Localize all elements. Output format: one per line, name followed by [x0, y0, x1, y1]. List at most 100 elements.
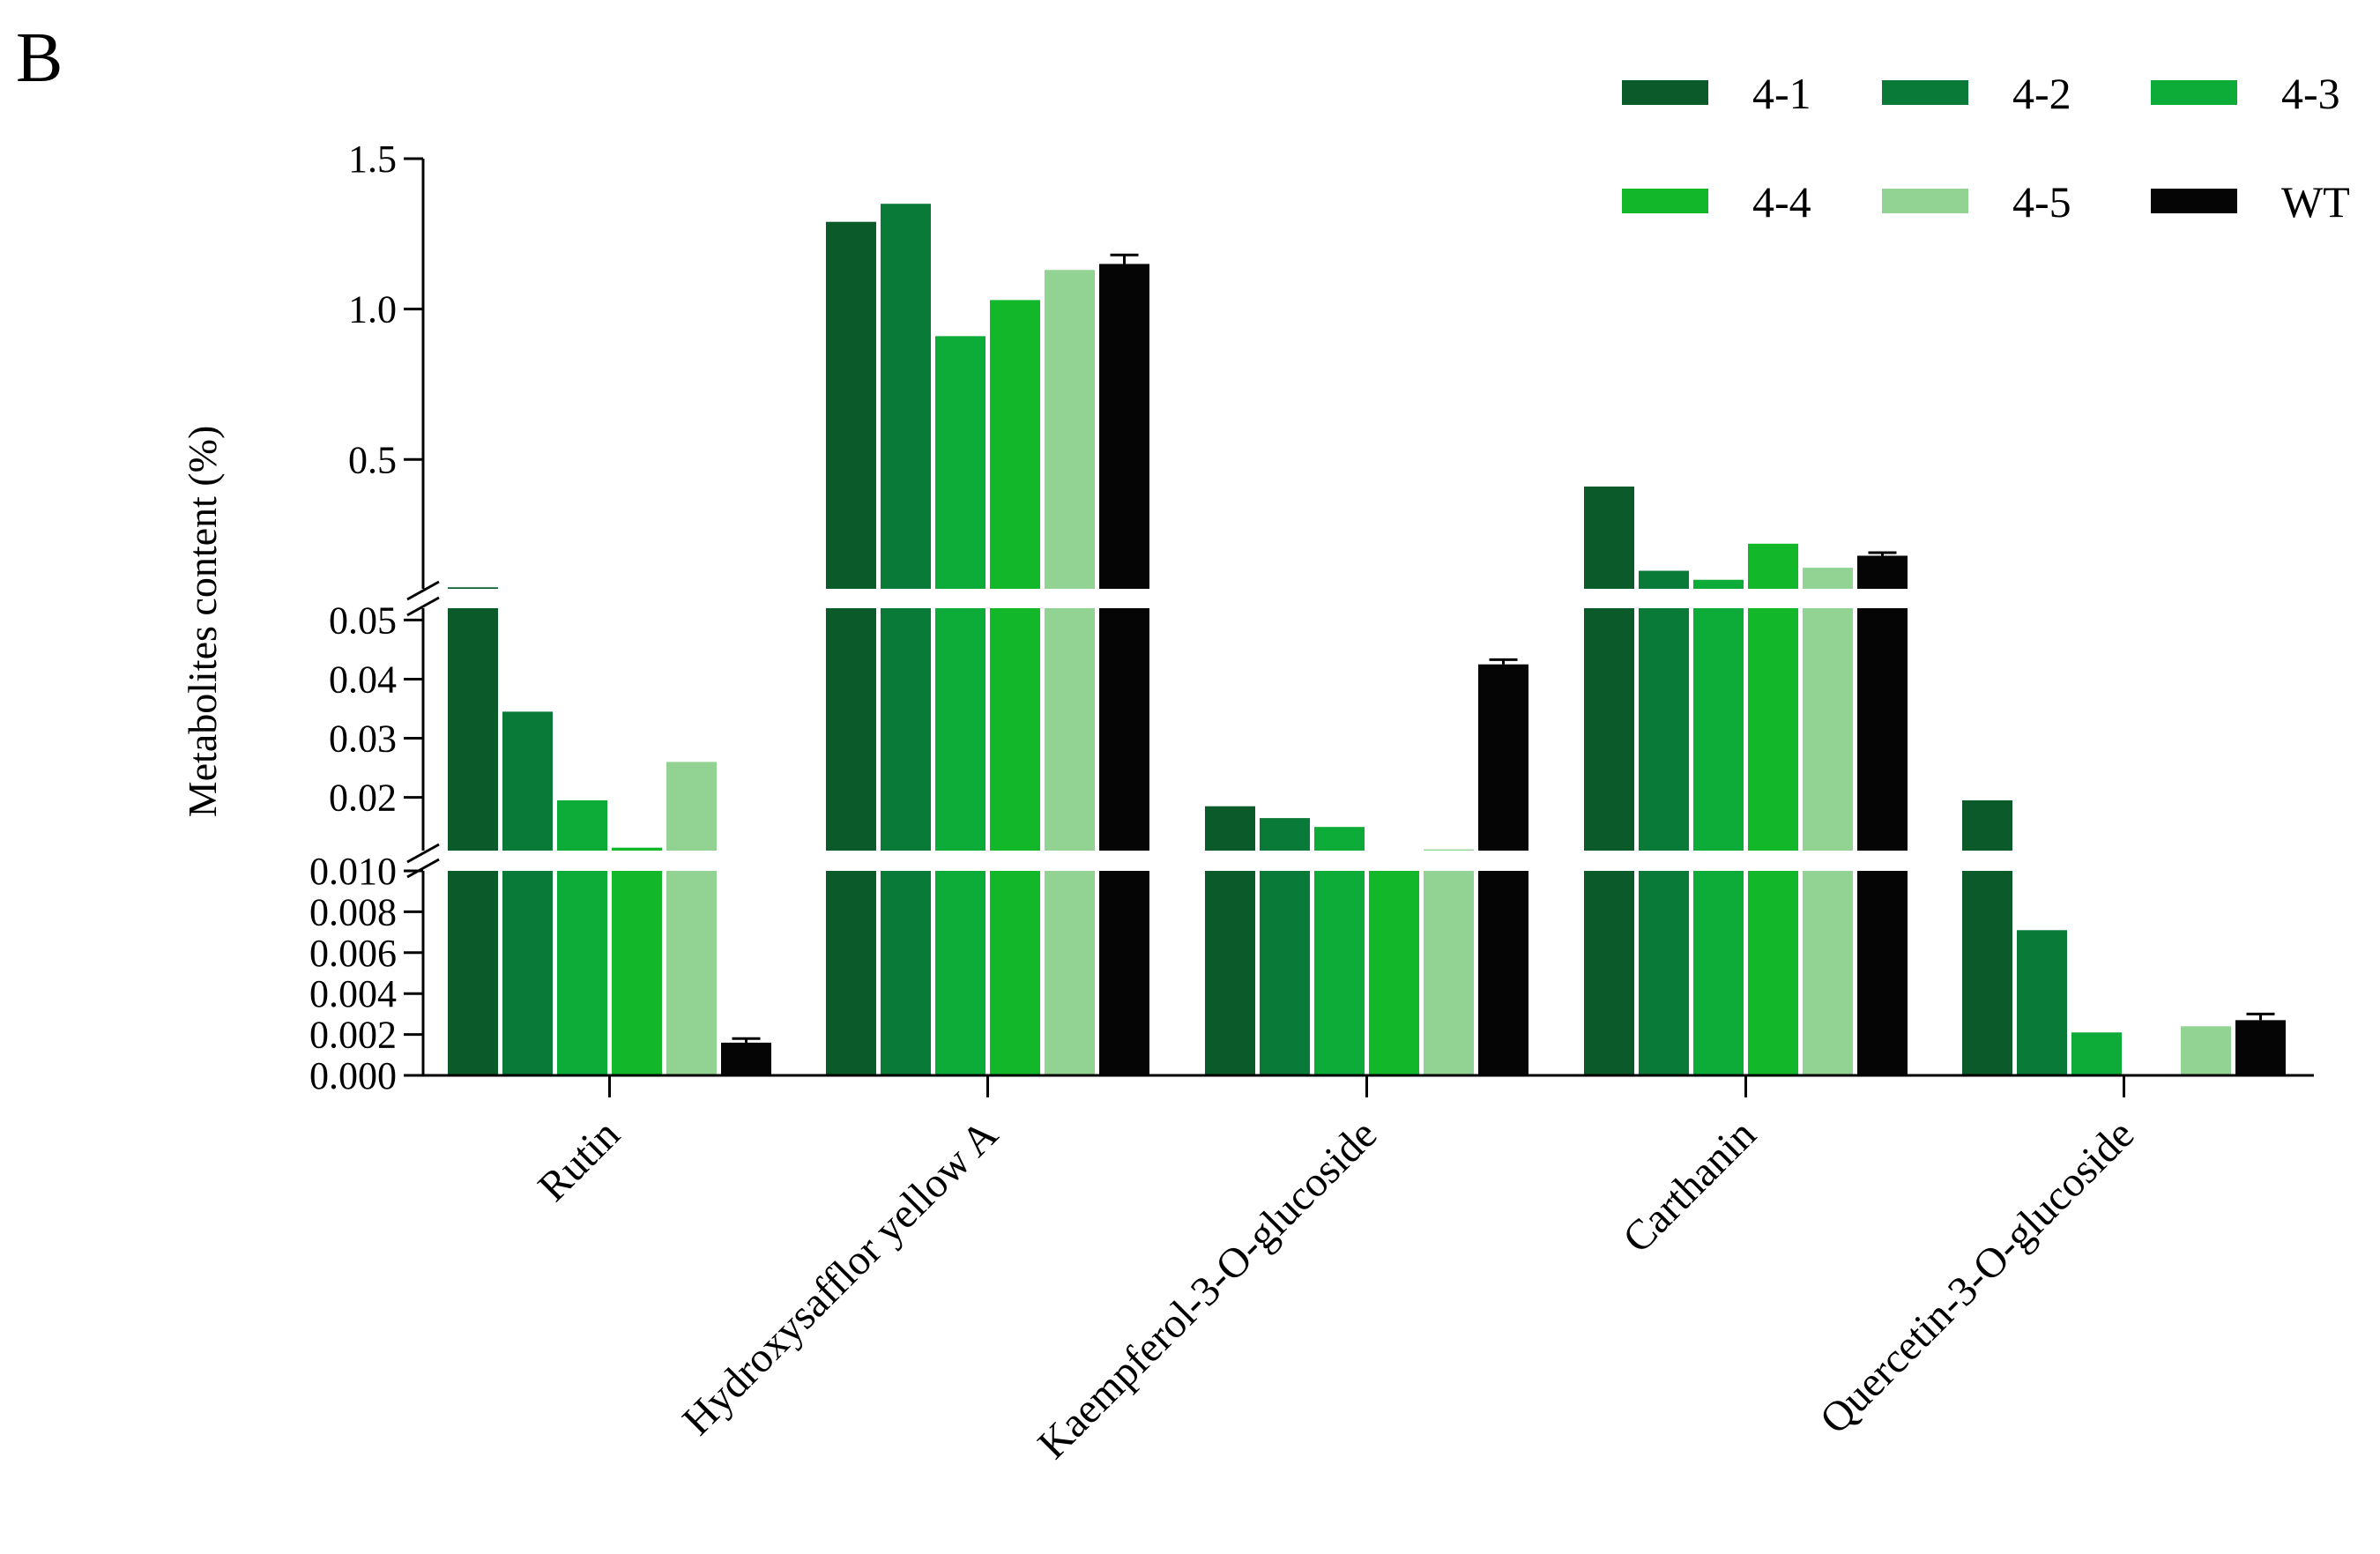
axis-break-mark-0-1 [406, 858, 440, 879]
bar-WT-0-seg0 [721, 1042, 771, 1075]
legend-swatch-WT [2151, 189, 2237, 213]
bar-4-1-1-seg2 [826, 221, 876, 589]
category-label: Carthanin [1614, 1111, 1765, 1261]
bar-4-5-3-seg2 [1803, 568, 1853, 589]
bar-4-1-1-seg0 [826, 871, 876, 1075]
y-tick-label: 0.05 [329, 599, 397, 642]
bar-WT-1-seg0 [1099, 871, 1149, 1075]
legend-label-WT: WT [2281, 177, 2350, 227]
bar-4-3-0-seg0 [557, 871, 607, 1075]
bar-4-2-2-seg1 [1260, 818, 1310, 851]
bar-WT-2-seg0 [1478, 871, 1528, 1075]
bar-4-4-3-seg0 [1748, 871, 1798, 1075]
y-tick-label: 0.006 [309, 932, 397, 975]
bar-4-4-0-seg1 [612, 847, 662, 851]
bar-4-1-4-seg1 [1962, 799, 2012, 851]
y-tick-label: 0.04 [329, 658, 397, 701]
bar-4-2-0-seg1 [502, 711, 553, 851]
bar-4-3-1-seg2 [935, 336, 985, 589]
bar-4-3-3-seg1 [1693, 608, 1744, 851]
bar-4-4-1-seg0 [990, 871, 1040, 1075]
legend-label-4-2: 4-2 [2012, 69, 2071, 118]
bar-4-1-0-seg2 [448, 587, 498, 589]
legend-label-4-3: 4-3 [2281, 69, 2340, 118]
bar-WT-3-seg0 [1857, 871, 1908, 1075]
bar-4-5-3-seg1 [1803, 608, 1853, 851]
panel-label: B [16, 19, 63, 97]
legend-swatch-4-3 [2151, 80, 2237, 105]
bar-WT-2-seg1 [1478, 664, 1528, 851]
y-axis-title: Metabolites content (%) [180, 426, 225, 818]
legend-label-4-4: 4-4 [1752, 177, 1811, 227]
bar-4-5-1-seg0 [1045, 871, 1095, 1075]
y-tick-label: 0.010 [309, 850, 397, 893]
bar-4-4-3-seg2 [1748, 543, 1798, 589]
bar-4-1-1-seg1 [826, 608, 876, 851]
bar-4-3-4-seg0 [2071, 1032, 2122, 1075]
bar-WT-4-seg0 [2235, 1020, 2286, 1075]
bar-4-3-3-seg2 [1693, 579, 1744, 589]
bar-4-1-2-seg0 [1205, 871, 1255, 1075]
axis-break-mark-1-0 [406, 580, 440, 601]
bar-4-5-1-seg2 [1045, 270, 1095, 589]
bar-4-4-3-seg1 [1748, 608, 1798, 851]
bar-4-1-3-seg1 [1584, 608, 1634, 851]
bar-4-3-2-seg0 [1314, 871, 1365, 1075]
bar-4-3-0-seg1 [557, 799, 607, 851]
bar-4-3-2-seg1 [1314, 827, 1365, 851]
bar-4-2-3-seg0 [1639, 871, 1689, 1075]
bar-4-2-0-seg0 [502, 871, 553, 1075]
bar-4-1-0-seg1 [448, 608, 498, 851]
bar-4-3-1-seg0 [935, 871, 985, 1075]
bar-4-2-1-seg2 [881, 204, 931, 589]
bar-4-1-3-seg0 [1584, 871, 1634, 1075]
bar-4-2-1-seg1 [881, 608, 931, 851]
y-tick-label: 0.008 [309, 890, 397, 933]
bar-WT-1-seg1 [1099, 608, 1149, 851]
axis-break-mark-0-0 [406, 843, 440, 864]
bar-4-3-1-seg1 [935, 608, 985, 851]
bar-4-2-2-seg0 [1260, 871, 1310, 1075]
bar-WT-3-seg1 [1857, 608, 1908, 851]
category-label: Quercetin-3-O-glucoside [1811, 1111, 2144, 1443]
bar-4-5-0-seg0 [666, 871, 717, 1075]
y-tick-label: 0.02 [329, 777, 397, 820]
y-tick-label: 0.000 [309, 1054, 397, 1097]
bar-4-5-4-seg0 [2181, 1026, 2231, 1075]
bar-4-2-3-seg1 [1639, 608, 1689, 851]
y-tick-label: 0.004 [309, 972, 397, 1015]
axis-break-mark-1-1 [406, 596, 440, 617]
y-tick-label: 1.5 [348, 138, 397, 181]
bar-4-1-3-seg2 [1584, 486, 1634, 589]
category-label: Hydroxysafflor yellow A [673, 1111, 1007, 1444]
bar-4-5-0-seg1 [666, 762, 717, 851]
bar-WT-3-seg2 [1857, 555, 1908, 589]
bar-4-2-1-seg0 [881, 871, 931, 1075]
bar-4-4-1-seg1 [990, 608, 1040, 851]
bar-4-5-3-seg0 [1803, 871, 1853, 1075]
legend-swatch-4-1 [1622, 80, 1708, 105]
bar-4-2-4-seg0 [2017, 930, 2067, 1075]
legend-swatch-4-5 [1882, 189, 1968, 213]
bar-4-1-0-seg0 [448, 871, 498, 1075]
y-tick-label: 0.5 [348, 438, 397, 481]
bar-4-4-0-seg0 [612, 871, 662, 1075]
bar-4-4-1-seg2 [990, 300, 1040, 589]
category-label: Kaempferol-3-O-glucoside [1029, 1111, 1386, 1468]
bar-4-5-1-seg1 [1045, 608, 1095, 851]
y-tick-label: 1.0 [348, 288, 397, 331]
bar-4-2-3-seg2 [1639, 570, 1689, 589]
bar-4-1-2-seg1 [1205, 806, 1255, 851]
bar-4-5-2-seg0 [1424, 871, 1474, 1075]
bar-4-4-2-seg0 [1369, 871, 1419, 1075]
y-tick-label: 0.03 [329, 718, 397, 761]
bar-WT-1-seg2 [1099, 264, 1149, 589]
legend-swatch-4-2 [1882, 80, 1968, 105]
y-tick-label: 0.002 [309, 1014, 397, 1057]
bar-4-1-4-seg0 [1962, 871, 2012, 1075]
legend-label-4-5: 4-5 [2012, 177, 2071, 227]
legend: 4-1 4-2 4-3 4-4 4-5 WT [1622, 69, 2350, 227]
bar-4-5-2-seg1 [1424, 849, 1474, 851]
